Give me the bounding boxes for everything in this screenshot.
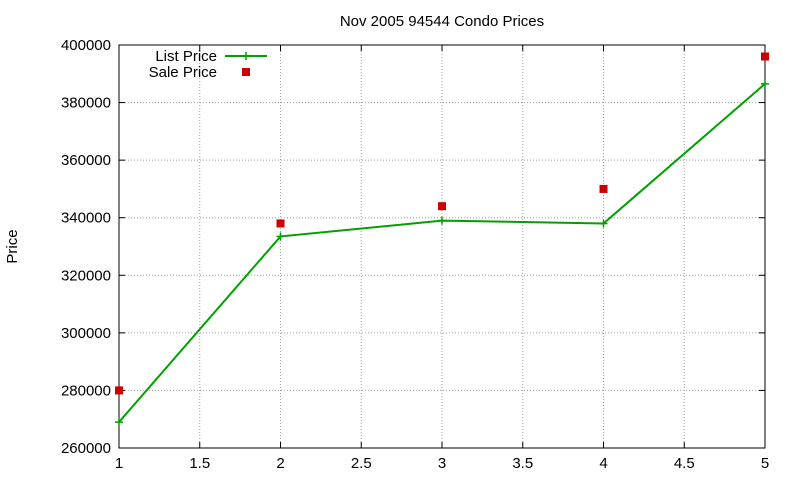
legend: List Price Sale Price (149, 48, 267, 81)
y-axis-label: Price (4, 229, 21, 263)
legend-key-sale-price (242, 68, 250, 76)
grid (119, 45, 765, 448)
series-list-price (115, 79, 769, 427)
x-tick-label: 2 (276, 455, 284, 472)
legend-label-sale-price: Sale Price (149, 64, 217, 81)
sale-price-point (761, 52, 769, 61)
list-price-point (761, 79, 769, 88)
legend-key-list-price (225, 52, 267, 60)
x-tick-label: 3 (438, 455, 446, 472)
y-tick-label: 340000 (61, 210, 111, 227)
sale-price-point (438, 202, 446, 211)
x-tick-label: 3.5 (512, 455, 533, 472)
sale-price-point (115, 386, 123, 395)
y-tick-label: 360000 (61, 152, 111, 169)
series-sale-price (115, 52, 769, 395)
y-tick-label: 280000 (61, 382, 111, 399)
legend-square-marker (242, 68, 250, 76)
y-tick-label: 300000 (61, 325, 111, 342)
sale-price-point (276, 219, 285, 228)
y-tick-label: 400000 (61, 37, 111, 54)
y-tick-label: 260000 (61, 440, 111, 457)
series (115, 52, 769, 427)
sale-price-point (599, 184, 608, 193)
x-tick-label: 4.5 (674, 455, 695, 472)
x-tick-label: 2.5 (351, 455, 372, 472)
x-tick-label: 5 (761, 455, 769, 472)
chart-title: Nov 2005 94544 Condo Prices (340, 13, 544, 30)
legend-plus-marker (242, 52, 250, 60)
x-tick-label: 1.5 (189, 455, 210, 472)
plot-frame (118, 44, 766, 449)
x-tick-label: 4 (599, 455, 607, 472)
list-price-point (276, 232, 285, 241)
list-price-point (438, 216, 446, 225)
y-tick-label: 320000 (61, 267, 111, 284)
x-tick-label: 1 (115, 455, 123, 472)
y-tick-label: 380000 (61, 95, 111, 112)
legend-label-list-price: List Price (155, 48, 217, 65)
list-price-point (115, 418, 123, 427)
list-price-point (599, 219, 608, 228)
axis-ticks: 1 1.5 2 2.5 3 3.5 4 4.5 5 260000 280000 300000 32000… (61, 37, 769, 472)
